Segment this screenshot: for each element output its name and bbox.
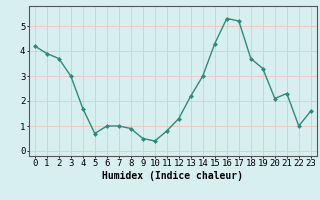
X-axis label: Humidex (Indice chaleur): Humidex (Indice chaleur) bbox=[102, 171, 243, 181]
